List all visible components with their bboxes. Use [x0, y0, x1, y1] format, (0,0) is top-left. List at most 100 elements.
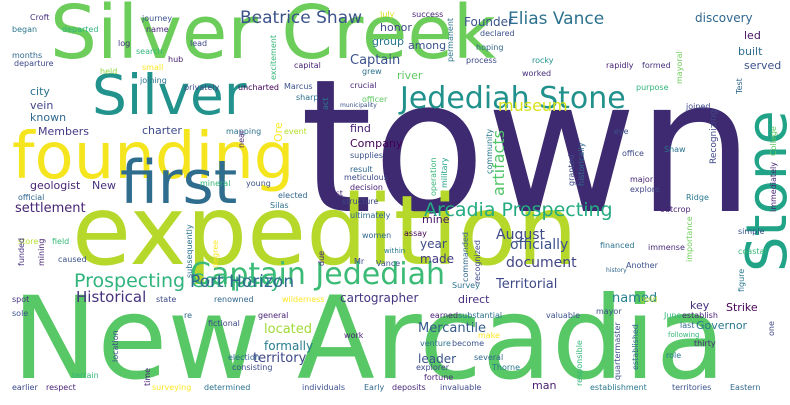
word-subsequently: subsequently: [185, 224, 194, 278]
word-officially: officially: [510, 237, 569, 253]
word-joining: joining: [140, 76, 167, 85]
word-known: known: [30, 111, 67, 124]
word-quartermaster: quartermaster: [613, 322, 622, 380]
word-crucial: crucial: [350, 81, 377, 90]
word-months: months: [12, 51, 43, 60]
word-recognizing: Recognizing: [709, 109, 719, 164]
word-permanent: permanent: [446, 17, 455, 62]
word-jedediah-stone: Jedediah Stone: [400, 81, 626, 116]
word-major: major: [630, 175, 654, 184]
word-hub: hub: [168, 55, 184, 64]
word-college: College: [769, 126, 778, 156]
word-find: find: [350, 122, 371, 135]
word-assay: assay: [404, 229, 427, 238]
word-operation: operation: [429, 157, 438, 196]
word-group: group: [372, 35, 404, 48]
word-supplies: supplies: [350, 151, 383, 160]
word-new-arcadia: New Arcadia: [12, 272, 726, 405]
word-year: year: [420, 237, 447, 251]
word-test: Test: [735, 78, 744, 94]
word-historically: historically: [577, 142, 586, 186]
word-port-horizon: Port Horizon: [190, 272, 295, 292]
word-commanded: commanded: [461, 232, 470, 282]
word-granted: granted: [567, 154, 576, 186]
word-young: young: [246, 179, 271, 188]
word-due: due: [317, 250, 326, 266]
word-sharp: sharp: [296, 93, 319, 102]
word-honor: honor: [380, 21, 412, 34]
word-captain-jedediah: Captain Jedediah: [190, 257, 445, 292]
word-valuable: valuable: [546, 311, 581, 320]
word-cartographer: cartographer: [340, 291, 419, 305]
word-mr: Mr: [354, 257, 365, 266]
word-sole: sole: [12, 309, 29, 318]
word-mercantile: Mercantile: [418, 321, 486, 336]
word-expedition: expedition: [72, 175, 578, 287]
word-city: city: [30, 85, 50, 98]
word-strike: Strike: [726, 301, 758, 314]
word-earned: earned: [430, 311, 459, 320]
word-importance: importance: [685, 216, 694, 262]
word-founder: Founder: [464, 15, 513, 29]
word-wilderness: wilderness: [282, 295, 325, 304]
word-within: within: [384, 247, 406, 255]
word-hoping: hoping: [476, 43, 504, 52]
word-role: role: [666, 351, 682, 360]
word-degree: degree: [211, 239, 220, 268]
word-excitement: excitement: [269, 35, 278, 80]
word-departed: departed: [62, 25, 99, 34]
word-field: field: [52, 237, 70, 246]
word-mineral: mineral: [200, 179, 231, 188]
word-silver: Silver: [92, 63, 247, 127]
word-near: near: [237, 129, 246, 148]
word-community: community: [485, 128, 494, 174]
word-fortune: fortune: [424, 373, 454, 382]
word-last: last: [680, 321, 695, 330]
word-determined: determined: [204, 383, 251, 392]
word-spot: spot: [12, 295, 30, 304]
word-uncharted: uncharted: [238, 83, 279, 92]
word-document: document: [506, 255, 577, 271]
word-marcus: Marcus: [284, 82, 313, 91]
word-arcadia-prospecting: Arcadia Prospecting: [424, 199, 613, 221]
word-state: state: [156, 295, 177, 304]
word-vance: Vance: [376, 259, 401, 268]
word-purpose: purpose: [636, 83, 669, 92]
word-re: re: [184, 311, 193, 320]
word-company: Company: [350, 137, 403, 150]
word-august: August: [496, 227, 545, 243]
word-meticulous: meticulous: [344, 173, 388, 182]
word-key: key: [690, 299, 710, 312]
word-beatrice-shaw: Beatrice Shaw: [240, 8, 363, 28]
word-location: location: [111, 330, 120, 362]
word-explore: explore: [630, 185, 660, 194]
word-elected: elected: [278, 191, 308, 200]
word-town: town: [300, 39, 755, 255]
word-early: Early: [364, 383, 385, 392]
word-recognized: recognized: [473, 240, 482, 284]
word-croft: Croft: [30, 13, 50, 22]
word-served: served: [744, 59, 782, 72]
word-first: first: [120, 148, 238, 218]
word-mapping: mapping: [226, 127, 262, 136]
word-caused: caused: [58, 255, 87, 264]
word-settlement: settlement: [15, 201, 86, 216]
word-surveying: surveying: [152, 383, 192, 392]
word-geologist: geologist: [30, 179, 81, 192]
word-silas: Silas: [270, 201, 289, 210]
word-rocky: rocky: [532, 56, 554, 65]
word-discovery: discovery: [695, 11, 753, 25]
word-july: July: [380, 10, 395, 19]
word-vast: vast: [326, 189, 343, 198]
word-eastern: Eastern: [730, 383, 761, 392]
word-individuals: individuals: [302, 383, 345, 392]
word-time: time: [143, 367, 152, 386]
word-direct: direct: [458, 293, 490, 306]
word-thirty: thirty: [694, 339, 716, 348]
word-man: man: [532, 379, 557, 392]
word-financed: financed: [600, 241, 635, 250]
word-explorer: explorer: [416, 363, 450, 372]
word-process: process: [466, 56, 497, 65]
word-earlier: earlier: [12, 383, 38, 392]
word-renowned: renowned: [214, 295, 254, 304]
